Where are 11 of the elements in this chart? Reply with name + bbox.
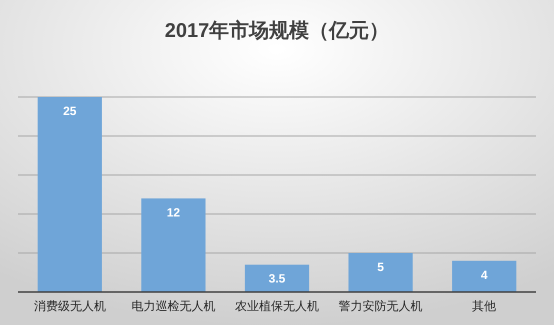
data-label: 3.5 [268,272,286,286]
data-label: 25 [63,104,77,118]
data-label: 5 [377,260,384,274]
chart-title: 2017年市场规模（亿元） [164,19,390,42]
data-label: 12 [166,205,180,220]
x-tick-label: 警力安防无人机 [338,299,423,313]
x-tick-label: 其他 [472,299,496,313]
x-tick-label: 消费级无人机 [34,299,106,313]
data-label: 4 [480,268,488,282]
x-tick-label: 农业植保无人机 [235,299,319,313]
x-tick-label: 电力巡检无人机 [131,299,216,313]
